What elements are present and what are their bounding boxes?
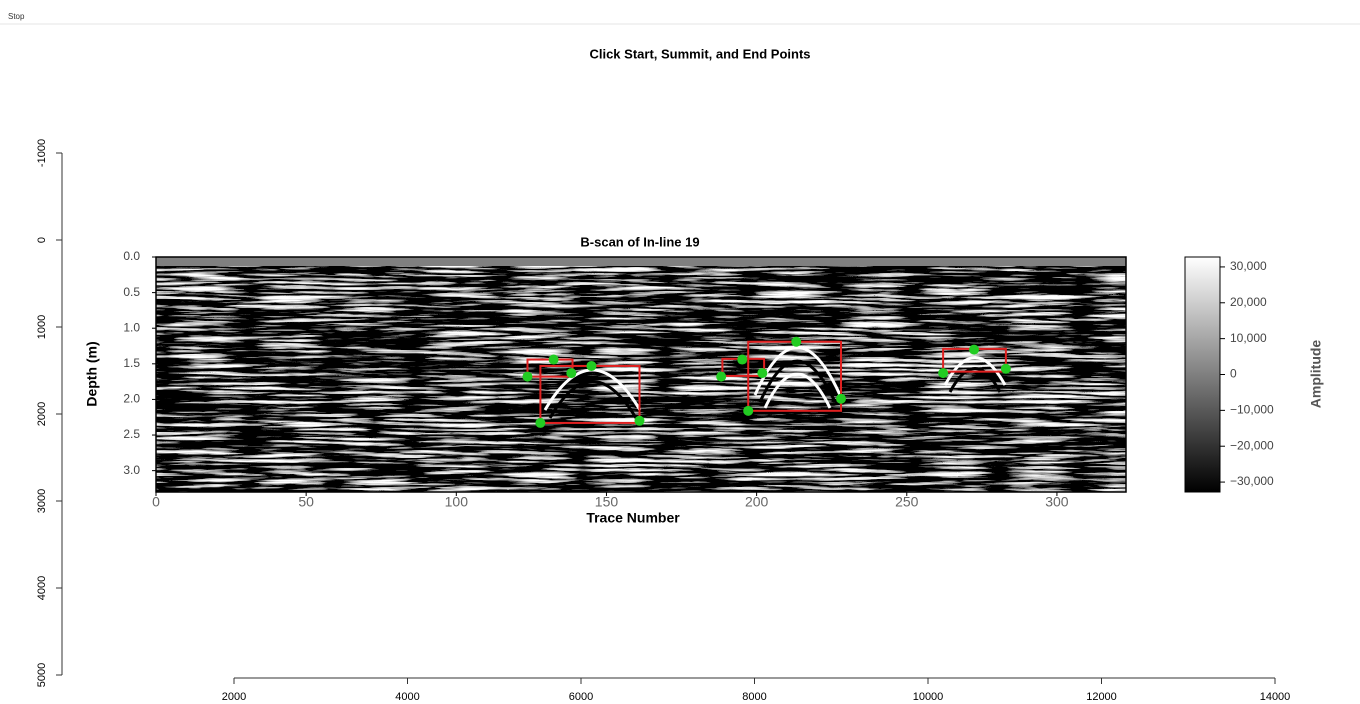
colorbar <box>1184 256 1221 493</box>
window-title: Click Start, Summit, and End Points <box>589 46 810 61</box>
outer-y-tick-label: 0 <box>36 237 48 243</box>
toolbar <box>0 0 1360 24</box>
outer-x-tick-label: 12000 <box>1086 691 1117 703</box>
y-tick-label: 1.5 <box>123 356 140 370</box>
picked-point <box>548 354 559 365</box>
outer-y-tick-label: 3000 <box>36 489 48 513</box>
colorbar-tick-label: −30,000 <box>1230 474 1274 488</box>
bscan-texture <box>156 266 1126 492</box>
picked-point <box>836 393 847 404</box>
x-tick-label: 150 <box>595 494 619 510</box>
picked-point <box>535 417 546 428</box>
outer-x-tick-label: 8000 <box>742 691 766 703</box>
y-tick-label: 3.0 <box>123 463 140 477</box>
outer-x-tick-label: 10000 <box>913 691 944 703</box>
x-tick-label: 100 <box>445 494 469 510</box>
outer-x-tick-label: 14000 <box>1260 691 1291 703</box>
y-tick-label: 0.5 <box>123 285 140 299</box>
picked-point <box>634 415 645 426</box>
outer-y-tick-label: 5000 <box>36 663 48 687</box>
picked-point <box>566 368 577 379</box>
picked-point <box>969 344 980 355</box>
y-tick-label: 2.5 <box>123 427 140 441</box>
colorbar-tick-label: 10,000 <box>1230 331 1267 345</box>
colorbar-label: Amplitude <box>1308 340 1324 409</box>
colorbar-tick-label: −20,000 <box>1230 438 1274 452</box>
outer-x-tick-label: 6000 <box>569 691 593 703</box>
bscan-frame <box>155 256 1127 493</box>
x-tick-label: 50 <box>298 494 314 510</box>
y-tick-label: 2.0 <box>123 392 140 406</box>
picked-point <box>586 360 597 371</box>
x-tick-label: 300 <box>1045 494 1069 510</box>
y-tick-label: 1.0 <box>123 320 140 334</box>
picked-point <box>791 336 802 347</box>
colorbar-tick-label: 20,000 <box>1230 295 1267 309</box>
x-tick-label: 200 <box>745 494 769 510</box>
x-tick-label: 0 <box>152 494 160 510</box>
picked-point <box>743 405 754 416</box>
y-tick-label: 0.0 <box>123 249 140 263</box>
colorbar-tick-label: −10,000 <box>1230 403 1274 417</box>
picked-point <box>522 371 533 382</box>
bscan-title: B-scan of In-line 19 <box>580 234 699 249</box>
outer-x-tick-label: 4000 <box>395 691 419 703</box>
outer-y-tick-label: 1000 <box>36 315 48 339</box>
y-axis-label: Depth (m) <box>84 341 100 406</box>
picked-point <box>737 354 748 365</box>
colorbar-tick-label: 30,000 <box>1230 259 1267 273</box>
picked-point <box>716 371 727 382</box>
picked-point <box>757 368 768 379</box>
outer-y-tick-label: 4000 <box>36 576 48 600</box>
x-tick-label: 250 <box>895 494 919 510</box>
x-axis-label: Trace Number <box>586 510 680 526</box>
outer-x-tick-label: 2000 <box>222 691 246 703</box>
stop-button[interactable]: Stop <box>8 12 25 21</box>
picked-point <box>938 368 949 379</box>
outer-y-tick-label: -1000 <box>36 139 48 167</box>
outer-y-tick-label: 2000 <box>36 402 48 426</box>
colorbar-tick-label: 0 <box>1230 367 1237 381</box>
picked-point <box>1000 363 1011 374</box>
bscan-image <box>155 256 1127 493</box>
